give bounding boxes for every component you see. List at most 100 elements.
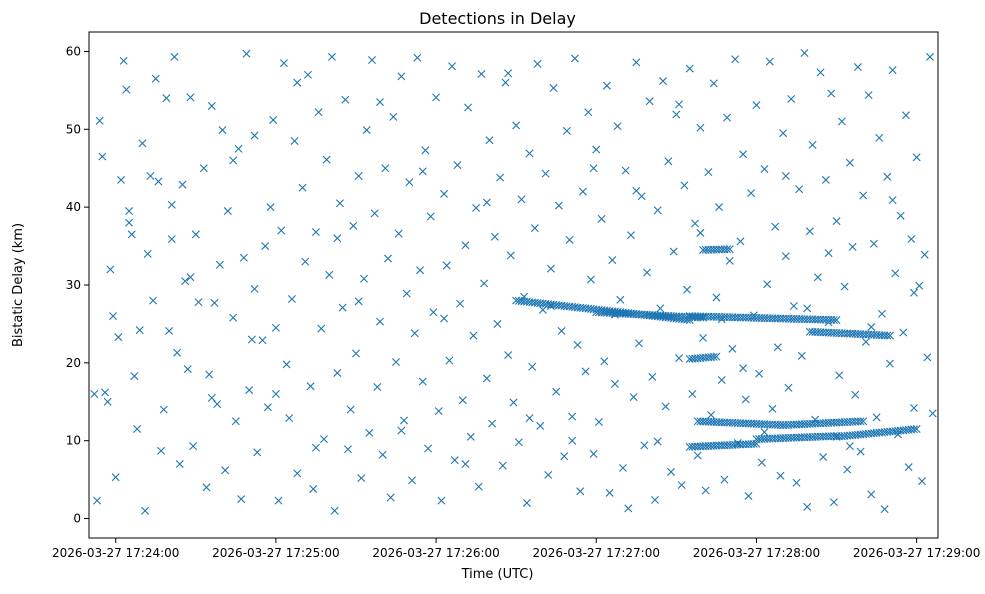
data-point [498, 461, 507, 470]
data-point [229, 156, 238, 165]
data-point [378, 450, 387, 459]
data-point [141, 506, 150, 515]
data-point [370, 209, 379, 218]
data-point [162, 94, 171, 103]
data-point [586, 275, 595, 284]
data-point [327, 52, 336, 61]
data-point [376, 98, 384, 107]
data-point [643, 268, 651, 277]
data-point [552, 387, 561, 396]
data-point [760, 428, 769, 437]
data-point [597, 214, 606, 223]
track-point [723, 245, 732, 254]
data-point [717, 375, 726, 384]
data-point [632, 186, 641, 195]
data-point [926, 52, 934, 61]
data-point [135, 326, 144, 335]
data-point [261, 242, 270, 251]
data-point [365, 428, 374, 437]
data-point [133, 425, 142, 434]
data-point [773, 343, 782, 352]
data-point [453, 161, 462, 170]
data-point [346, 405, 355, 414]
data-point [907, 235, 916, 244]
data-point [600, 357, 609, 366]
data-point [293, 78, 302, 87]
data-point [602, 81, 611, 90]
data-point [205, 370, 214, 379]
data-point [306, 382, 315, 391]
data-point [813, 273, 822, 282]
data-point [469, 331, 478, 340]
data-point [93, 496, 101, 505]
data-point [664, 157, 673, 166]
data-point [106, 265, 115, 274]
track-point [832, 316, 841, 325]
data-point [589, 449, 598, 458]
data-point [351, 349, 360, 358]
data-point [768, 404, 777, 413]
data-point [909, 288, 918, 297]
data-point [683, 285, 692, 294]
data-point [493, 319, 502, 328]
data-point [528, 362, 537, 371]
data-point [821, 175, 830, 184]
data-point [795, 185, 804, 194]
data-point [648, 372, 657, 381]
data-point [287, 295, 296, 304]
data-point [525, 414, 534, 423]
data-point [408, 476, 417, 485]
data-point [418, 377, 427, 386]
data-point [130, 372, 139, 381]
data-point [584, 108, 593, 117]
data-point [125, 207, 134, 216]
track-point [883, 331, 892, 340]
data-point [704, 168, 713, 177]
data-point [624, 504, 633, 513]
data-point [301, 257, 310, 266]
track-point [829, 315, 838, 324]
data-point [840, 282, 849, 291]
data-point [739, 364, 748, 373]
data-point [613, 122, 622, 131]
data-point [843, 465, 852, 474]
data-point [701, 486, 710, 495]
track-point [709, 352, 718, 361]
data-point [656, 304, 665, 313]
data-point [154, 177, 163, 186]
data-point [765, 57, 774, 66]
data-point [237, 495, 246, 504]
track-point [912, 425, 921, 434]
data-point [779, 129, 788, 138]
data-point [311, 228, 320, 237]
data-point [485, 136, 494, 145]
plot-area [89, 32, 938, 538]
data-point [234, 144, 243, 153]
data-point [675, 100, 684, 109]
data-point [675, 354, 684, 363]
data-point [672, 110, 681, 119]
y-tick-label: 0 [73, 512, 81, 526]
data-point [629, 393, 638, 402]
data-point [512, 121, 521, 130]
data-point [848, 242, 857, 251]
data-point [618, 463, 627, 472]
data-point [816, 68, 825, 77]
data-point [888, 66, 897, 75]
data-point [885, 359, 894, 368]
data-point [309, 484, 318, 493]
y-tick-label: 30 [66, 278, 81, 292]
data-point [504, 351, 513, 360]
data-point [915, 281, 924, 290]
data-point [776, 471, 785, 480]
data-point [536, 421, 545, 430]
data-point [461, 241, 470, 250]
data-point [109, 312, 118, 321]
data-point [621, 166, 630, 175]
data-point [279, 59, 288, 68]
data-point [570, 54, 579, 63]
x-tick-label: 2026-03-27 17:29:00 [853, 546, 980, 560]
data-point [896, 211, 905, 220]
data-point [755, 369, 764, 378]
data-point [434, 407, 443, 416]
